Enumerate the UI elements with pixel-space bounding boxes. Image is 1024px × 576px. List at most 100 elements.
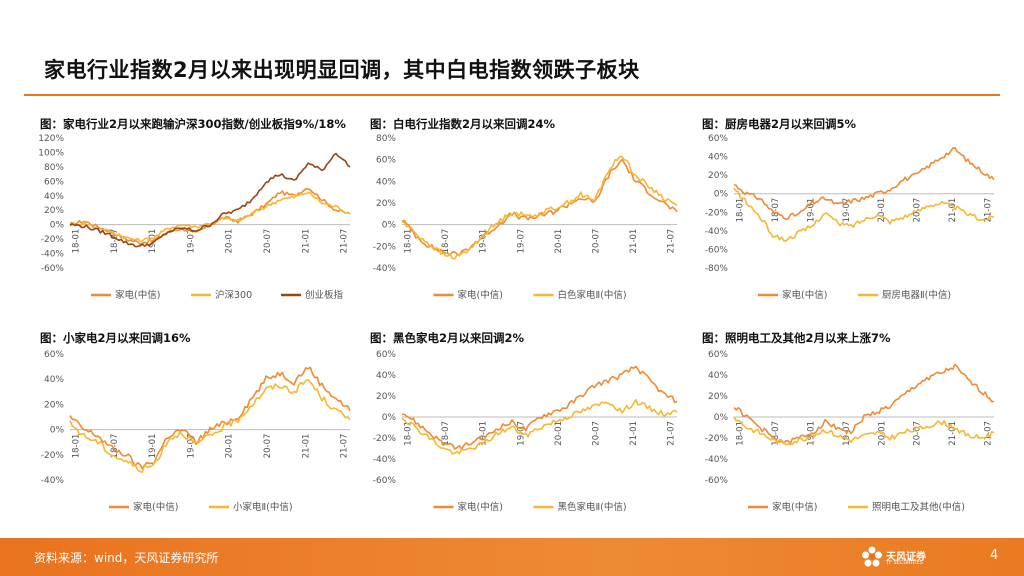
x-tick-label: 19-07 <box>842 198 852 223</box>
legend-label: 照明电工及其他(中信) <box>872 501 965 513</box>
series-line <box>69 191 351 243</box>
chart-5: 60%40%20%0%-20%-40%-60%18-01 18-07 19-01 19… <box>373 350 678 513</box>
y-tick-label: -40% <box>373 455 397 465</box>
series-line <box>401 155 678 260</box>
y-tick-label: 20% <box>44 206 64 216</box>
x-tick-label: 20-07 <box>591 229 601 254</box>
y-tick-label: -20% <box>705 208 729 218</box>
chart-2: 80% 60% 40% 20% 0% -20% -40% 18-01 18-07 19-01 19-… <box>373 134 678 301</box>
x-tick-label: 19-01 <box>479 229 489 254</box>
x-tick-label: 19-01 <box>806 198 816 223</box>
title-divider <box>24 94 1000 96</box>
chart-3: 60% 40% 20% 0% -20% -40% -60% -80% 18-01 18-07 19-… <box>705 134 995 301</box>
series-line <box>733 187 995 242</box>
chart-title-6: 图：照明电工及其他2月以来上涨7% <box>702 331 891 345</box>
y-tick-label: -40% <box>41 250 65 260</box>
x-tick-label: 21-01 <box>948 198 958 223</box>
legend-label: 家电(中信) <box>772 501 817 513</box>
y-tick-label: -20% <box>705 434 729 444</box>
x-tick-label: 21-07 <box>340 434 350 459</box>
x-tick-label: 18-07 <box>771 421 781 446</box>
y-tick-label: 60% <box>376 350 396 360</box>
x-tick-label: 18-07 <box>441 229 451 254</box>
y-tick-label: -20% <box>373 242 397 252</box>
y-tick-label: 0% <box>50 426 65 436</box>
y-tick-label: 0% <box>50 221 65 231</box>
y-tick-label: 60% <box>708 350 728 360</box>
x-tick-label: 19-07 <box>186 229 196 254</box>
x-tick-label: 19-07 <box>186 434 196 459</box>
x-tick-label: 20-01 <box>877 198 887 223</box>
y-tick-label: 60% <box>44 177 64 187</box>
x-tick-label: 18-01 <box>404 421 414 446</box>
x-tick-label: 18-07 <box>110 434 120 459</box>
y-tick-label: 0% <box>714 190 729 200</box>
source-note: 资料来源：wind，天风证券研究所 <box>34 551 219 565</box>
x-tick-label: 21-01 <box>301 434 311 459</box>
x-tick-label: 21-07 <box>667 421 677 446</box>
x-tick-label: 21-01 <box>948 421 958 446</box>
series-line <box>69 378 351 473</box>
y-tick-label: 40% <box>44 375 64 385</box>
x-tick-label: 21-07 <box>984 421 994 446</box>
y-tick-label: 80% <box>44 163 64 173</box>
x-tick-label: 20-01 <box>225 434 235 459</box>
legend-label: 家电(中信) <box>458 289 503 301</box>
x-tick-label: 20-01 <box>554 229 564 254</box>
x-tick-label: 18-01 <box>72 434 82 459</box>
x-tick-label: 21-07 <box>667 229 677 254</box>
y-tick-label: 60% <box>708 134 728 144</box>
legend-label: 创业板指 <box>305 289 344 301</box>
y-tick-label: 0% <box>382 413 397 423</box>
x-tick-label: 21-07 <box>984 198 994 223</box>
x-tick-label: 18-07 <box>110 229 120 254</box>
y-tick-label: -60% <box>373 476 397 486</box>
y-tick-label: -60% <box>705 476 729 486</box>
x-tick-label: 19-01 <box>148 434 158 459</box>
legend-label: 黑色家电Ⅱ(中信) <box>558 501 627 513</box>
y-tick-label: -20% <box>41 235 65 245</box>
x-tick-label: 18-07 <box>771 198 781 223</box>
x-tick-label: 20-01 <box>554 421 564 446</box>
chart-title-1: 图：家电行业2月以来跑输沪深300指数/创业板指9%/18% <box>40 117 346 131</box>
chart-1: 120% 100% 80% 60% 40% 20% 0% -20% -40% -60% 18-01 1… <box>38 134 351 301</box>
x-tick-label: 20-01 <box>225 229 235 254</box>
series-line <box>401 398 678 455</box>
page-title: 家电行业指数2月以来出现明显回调，其中白电指数领跌子板块 <box>44 58 640 82</box>
x-tick-label: 18-01 <box>72 229 82 254</box>
y-tick-label: -40% <box>705 455 729 465</box>
y-tick-label: 20% <box>376 199 396 209</box>
page-number: 4 <box>990 548 999 563</box>
y-tick-label: -80% <box>705 264 729 274</box>
y-tick-label: 80% <box>376 134 396 144</box>
x-tick-label: 20-07 <box>913 421 923 446</box>
y-tick-label: -20% <box>41 451 65 461</box>
y-tick-label: 20% <box>44 400 64 410</box>
x-tick-label: 18-01 <box>404 229 414 254</box>
y-tick-label: 40% <box>708 371 728 381</box>
series-line <box>733 147 995 220</box>
chart-title-5: 图：黑色家电2月以来回调2% <box>370 331 525 345</box>
x-tick-label: 21-01 <box>629 229 639 254</box>
y-tick-label: 60% <box>44 350 64 360</box>
legend-label: 厨房电器Ⅱ(中信) <box>882 289 951 301</box>
y-tick-label: 0% <box>714 413 729 423</box>
legend-label: 白色家电Ⅱ(中信) <box>558 289 627 301</box>
x-tick-label: 20-07 <box>591 421 601 446</box>
x-tick-label: 18-01 <box>736 198 746 223</box>
chart-6: 60%40%20%0%-20%-40%-60%18-01 18-07 19-01 19… <box>705 350 995 513</box>
footer-bar: 资料来源：wind，天风证券研究所 天风证券 TF SECURITIES 4 <box>0 538 1024 576</box>
x-tick-label: 18-07 <box>441 421 451 446</box>
y-tick-label: 40% <box>376 177 396 187</box>
legend-label: 家电(中信) <box>133 501 178 513</box>
series-line <box>69 366 351 470</box>
chart-title-3: 图：厨房电器2月以来回调5% <box>702 117 857 131</box>
x-tick-label: 20-07 <box>263 229 273 254</box>
y-tick-label: 120% <box>38 134 64 144</box>
x-tick-label: 20-07 <box>263 434 273 459</box>
legend-label: 家电(中信) <box>115 289 160 301</box>
legend-label: 小家电Ⅱ(中信) <box>233 501 293 513</box>
y-tick-label: -60% <box>41 264 65 274</box>
y-tick-label: -60% <box>705 245 729 255</box>
x-tick-label: 21-01 <box>301 229 311 254</box>
